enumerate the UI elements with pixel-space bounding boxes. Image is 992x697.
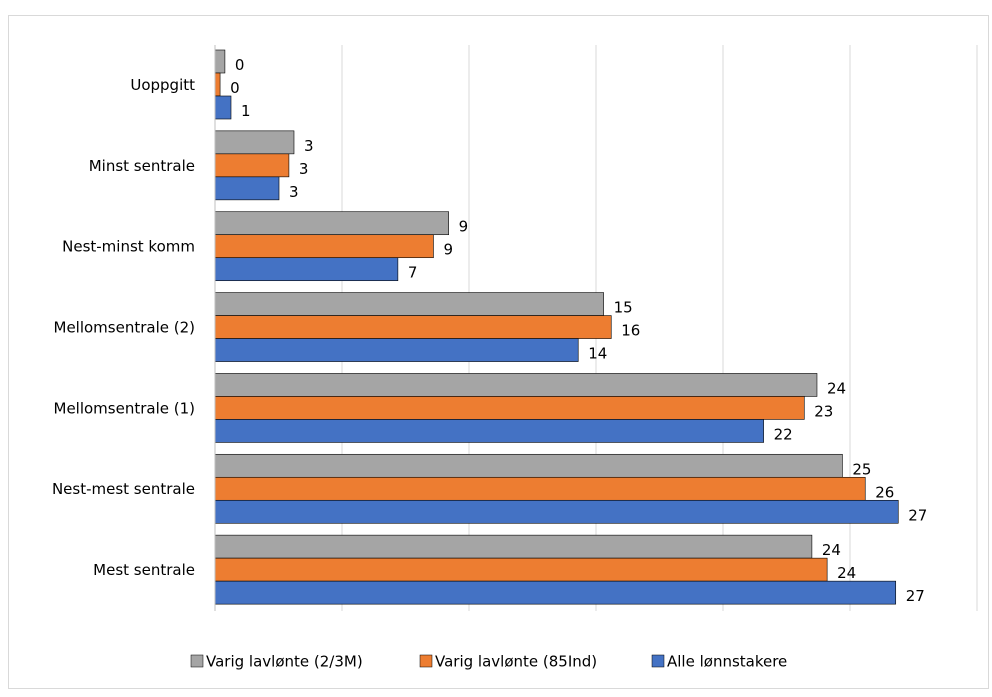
bar <box>214 534 813 559</box>
legend-swatch <box>419 654 433 668</box>
bar <box>214 396 805 420</box>
y-tick-label: Mellomsentrale (1) <box>54 399 196 417</box>
bar <box>214 49 226 74</box>
legend-swatch <box>651 654 665 668</box>
data-label: 7 <box>408 264 418 282</box>
data-label: 15 <box>614 299 633 317</box>
y-tick-label: Nest-mest sentrale <box>52 480 195 498</box>
data-label: 24 <box>822 541 841 559</box>
legend-label: Varig lavlønte (85Ind) <box>435 653 597 671</box>
data-label: 0 <box>230 79 240 97</box>
y-tick-label: Uoppgitt <box>130 76 195 94</box>
data-label: 27 <box>908 506 927 524</box>
data-label: 27 <box>906 587 925 605</box>
bar <box>214 176 280 201</box>
bar <box>214 315 612 339</box>
data-label: 3 <box>289 183 299 201</box>
data-label: 23 <box>814 402 833 420</box>
bar <box>214 373 818 397</box>
bar <box>214 95 232 120</box>
legend-label: Varig lavlønte (2/3M) <box>206 653 363 671</box>
data-label: 24 <box>837 564 856 582</box>
data-label: 0 <box>235 56 245 74</box>
y-tick-label: Mest sentrale <box>93 561 195 579</box>
data-label: 24 <box>827 379 846 397</box>
bar <box>214 257 399 282</box>
data-label: 26 <box>875 483 894 501</box>
data-label: 14 <box>588 345 607 363</box>
y-tick-label: Minst sentrale <box>89 157 195 175</box>
bar <box>214 338 579 362</box>
bar <box>214 130 295 155</box>
bar <box>214 72 221 97</box>
data-label: 1 <box>241 102 251 120</box>
data-label: 16 <box>621 322 640 340</box>
bar <box>214 153 290 178</box>
data-label: 9 <box>459 218 469 236</box>
bar <box>214 499 899 524</box>
data-label: 25 <box>852 460 871 478</box>
data-label: 22 <box>774 425 793 443</box>
data-label: 9 <box>443 241 453 259</box>
bar <box>214 557 828 582</box>
data-label: 3 <box>304 137 314 155</box>
bar <box>214 453 843 478</box>
bar <box>214 476 866 501</box>
bar <box>214 234 434 259</box>
bar <box>214 211 449 236</box>
legend-swatch <box>190 654 204 668</box>
y-tick-label: Nest-minst komm <box>62 238 195 256</box>
bar <box>214 419 764 443</box>
bar <box>214 580 897 605</box>
bar <box>214 292 604 316</box>
legend-label: Alle lønnstakere <box>667 653 787 671</box>
y-tick-label: Mellomsentrale (2) <box>54 319 196 337</box>
data-label: 3 <box>299 160 309 178</box>
